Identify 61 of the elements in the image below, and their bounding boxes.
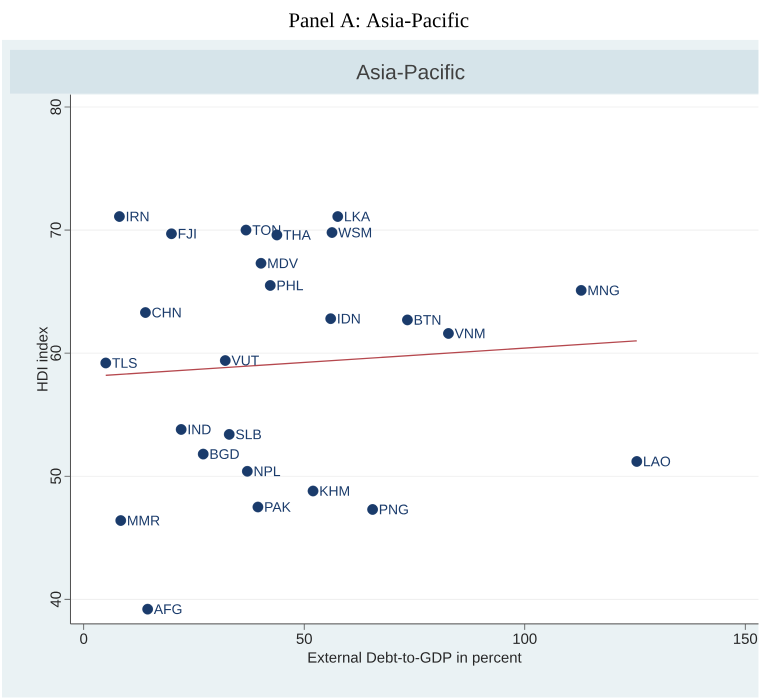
annotation: BGD [210,449,239,460]
annotation: KHM [320,486,349,496]
y-tick-label: 40 [50,592,61,608]
y-tick-label: 70 [50,222,61,238]
x-tick-label: 50 [296,634,312,644]
annotation: BTN [414,315,440,325]
point [176,424,187,435]
point [166,228,177,240]
x-tick-label: 150 [734,634,758,644]
annotation: WSM [338,228,372,238]
point [402,314,413,326]
point [142,604,154,615]
point [367,504,378,515]
annotation: PAK [265,502,291,512]
annotation: VNM [454,328,484,338]
y-tick-label: 50 [50,468,61,484]
x-axis-title: External Debt-to-GDP in percent [308,652,522,666]
point [115,515,126,526]
chart-subtitle: Asia-Pacific [356,64,465,80]
annotation: IND [188,424,211,434]
point [114,211,125,222]
point [198,448,209,460]
annotation: LKA [345,212,370,222]
annotation: MNG [588,286,619,296]
x-tick-label: 100 [513,634,537,644]
point [242,466,253,477]
point [220,355,231,366]
point [256,258,266,269]
annotation: MDV [268,258,298,268]
annotation: IDN [338,314,360,324]
annotation: TLS [112,358,137,368]
point [140,307,151,318]
y-tick-label: 80 [50,99,61,115]
annotation: VUT [232,356,259,366]
point [631,456,642,467]
point [443,328,454,339]
annotation: IRN [126,212,148,222]
point [252,502,264,513]
annotation: AFG [154,604,182,614]
annotation: LAO [644,456,670,467]
annotation: PHL [278,280,304,290]
x-tick-label: 0 [80,634,88,644]
annotation: FJI [178,229,196,239]
annotation: MMR [128,516,160,526]
point [325,313,336,324]
point [224,429,235,440]
point [100,358,112,369]
annotation: PNG [380,504,408,515]
point [264,280,276,291]
y-tick-label: 60 [50,346,61,361]
annotation: CHN [152,308,181,318]
chart-title: Panel A: Asia-Pacific [289,12,468,28]
annotation: NPL [254,466,280,476]
annotation: THA [283,230,311,240]
point [326,227,338,238]
y-axis-title: HDI index [36,326,48,391]
point [240,224,252,236]
point [332,211,344,222]
point [308,486,318,497]
point [576,285,587,296]
annotation: SLB [236,430,261,440]
